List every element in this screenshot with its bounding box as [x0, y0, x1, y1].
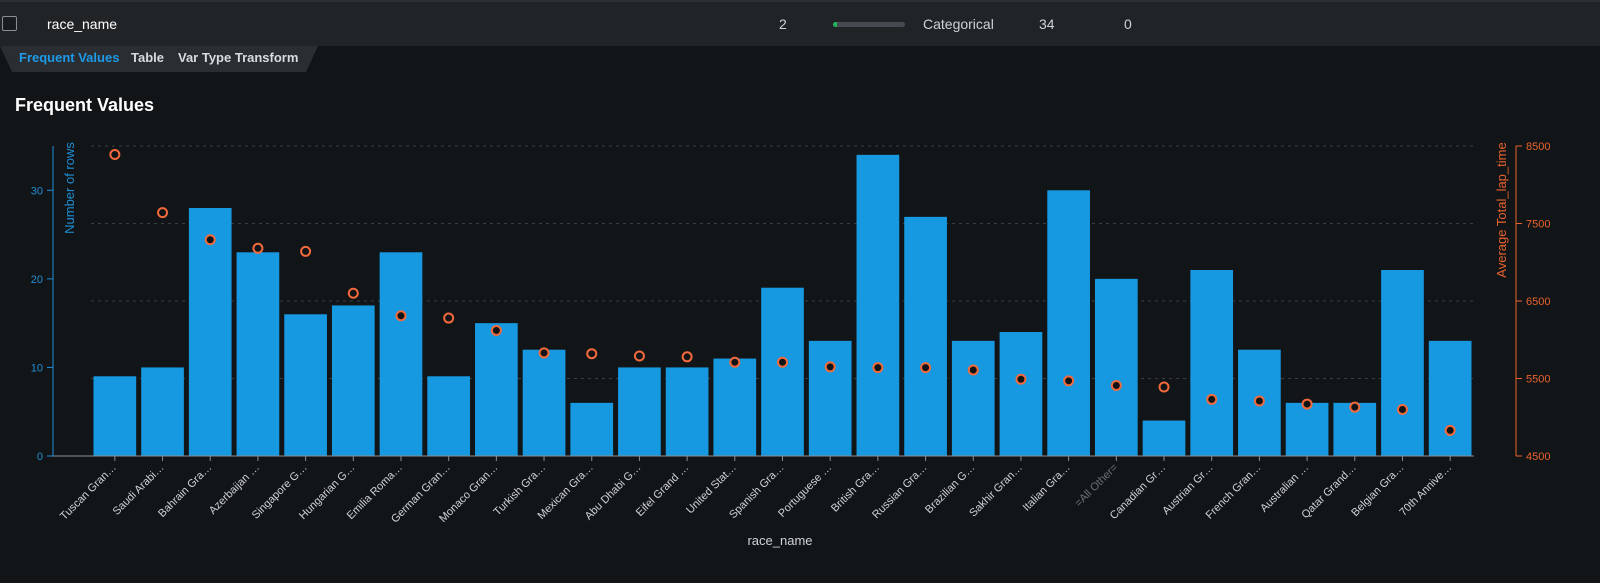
tab-var-type-transform[interactable]: Var Type Transform — [178, 50, 299, 65]
bar — [570, 402, 614, 456]
tab-frequent-values[interactable]: Frequent Values — [19, 50, 120, 65]
tab-bar-background — [0, 46, 318, 72]
bar — [284, 314, 327, 456]
feature-row[interactable]: race_name 2 Categorical 34 0 — [0, 0, 1600, 46]
y2-tick-label: 8500 — [1526, 141, 1550, 153]
importance-bar — [833, 22, 905, 27]
marker-point — [633, 350, 645, 362]
bar — [331, 305, 375, 456]
var-type: Categorical — [923, 16, 994, 32]
bar — [808, 340, 852, 456]
x-tick-labels: Tuscan Gran…Saudi Arabi…Bahrain Gra…Azer… — [58, 462, 1454, 526]
y-tick-label: 10 — [31, 362, 43, 374]
bar — [1381, 270, 1424, 456]
marker-point — [681, 351, 693, 363]
marker-point — [347, 287, 359, 299]
marker-point — [920, 362, 932, 374]
feature-index: 2 — [779, 16, 787, 32]
x-tick-label: =All Other= — [1073, 462, 1121, 510]
marker-point — [1015, 373, 1027, 385]
x-tick-label: Tuscan Gran… — [58, 462, 119, 523]
unique-count: 34 — [1039, 16, 1055, 32]
missing-count: 0 — [1124, 16, 1132, 32]
bar — [188, 208, 232, 456]
x-axis-label: race_name — [747, 533, 812, 548]
importance-bar-fill — [833, 22, 837, 27]
axes: 0 10 20 30 4500 5500 6500 7500 8500 — [31, 141, 1551, 463]
y-tick-label: 20 — [31, 274, 43, 286]
bar — [999, 332, 1043, 456]
x-tick-label: Australian … — [1258, 462, 1311, 515]
marker-point — [967, 364, 979, 376]
bar — [1094, 278, 1138, 456]
row-checkbox[interactable] — [2, 16, 17, 31]
marker-point — [1206, 393, 1218, 405]
marker-point — [1158, 381, 1170, 393]
marker-point — [109, 149, 121, 161]
tab-table[interactable]: Table — [131, 50, 164, 65]
marker-point — [1444, 424, 1456, 436]
marker-point — [729, 356, 741, 368]
y2-axis-label: Average Total_lap_time — [1494, 142, 1509, 277]
bar — [761, 287, 804, 456]
bar — [236, 252, 280, 456]
y-tick-label: 30 — [31, 185, 43, 197]
bar — [522, 349, 566, 456]
bar — [618, 367, 661, 456]
bar — [1285, 402, 1329, 456]
bar — [951, 340, 995, 456]
marker-point — [824, 361, 836, 373]
bar — [1047, 190, 1090, 457]
bar — [856, 154, 900, 456]
marker-point — [586, 348, 598, 360]
bar — [713, 358, 757, 456]
bar — [475, 323, 518, 456]
bar — [141, 367, 184, 456]
x-tick-label: Italian Gra… — [1021, 462, 1073, 514]
bar — [1428, 340, 1472, 456]
y2-tick-label: 6500 — [1526, 296, 1550, 308]
marker-point — [395, 310, 407, 322]
marker-point — [1349, 401, 1361, 413]
feature-name[interactable]: race_name — [47, 16, 118, 32]
marker-point — [204, 234, 216, 246]
markers — [109, 149, 1456, 436]
bar — [427, 376, 471, 456]
marker-point — [1063, 375, 1075, 387]
y2-tick-label: 7500 — [1526, 219, 1550, 231]
bar — [1142, 420, 1186, 456]
y-axis-label: Number of rows — [62, 142, 77, 234]
bar — [379, 252, 423, 456]
marker-point — [1253, 395, 1265, 407]
marker-point — [157, 207, 169, 219]
marker-point — [777, 356, 788, 368]
y2-tick-label: 5500 — [1526, 374, 1550, 386]
marker-point — [1110, 379, 1122, 391]
marker-point — [490, 324, 502, 336]
bar — [93, 376, 137, 456]
bar — [904, 216, 947, 456]
section-title: Frequent Values — [15, 95, 155, 115]
marker-point — [443, 312, 455, 324]
marker-point — [1396, 404, 1408, 415]
marker-point — [300, 245, 312, 257]
tab-bar: Frequent Values Table Var Type Transform — [0, 46, 318, 72]
bar — [665, 367, 709, 456]
marker-point — [872, 362, 884, 374]
marker-point — [1301, 398, 1313, 410]
x-tick-label: British Gra… — [829, 462, 882, 515]
marker-point — [538, 347, 550, 359]
bar — [1190, 270, 1234, 456]
y-tick-label: 0 — [37, 451, 43, 463]
y2-tick-label: 4500 — [1526, 451, 1550, 463]
marker-point — [252, 242, 264, 254]
bars — [93, 154, 1472, 457]
